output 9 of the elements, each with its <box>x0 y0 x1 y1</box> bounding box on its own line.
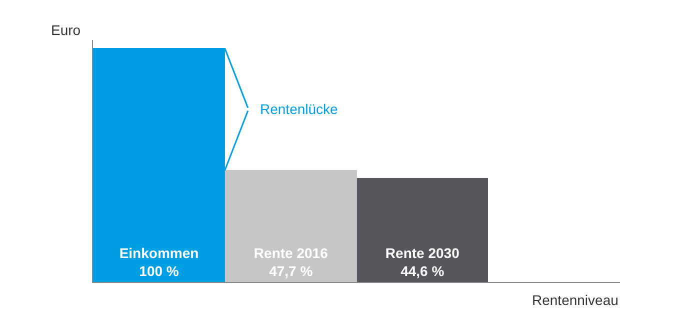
annotation: Rentenlücke <box>260 101 338 117</box>
data-label: 100 % <box>139 263 180 279</box>
x-tick-label: Rente 2030 <box>385 244 460 261</box>
data-label: 44,6 % <box>400 263 445 279</box>
x-axis-title: Rentenniveau <box>532 292 618 308</box>
y-axis-title: Euro <box>51 22 81 38</box>
data-label: 47,7 % <box>269 263 314 279</box>
x-tick-label: Rente 2016 <box>254 244 328 261</box>
x-tick-label: Einkommen <box>119 244 199 261</box>
